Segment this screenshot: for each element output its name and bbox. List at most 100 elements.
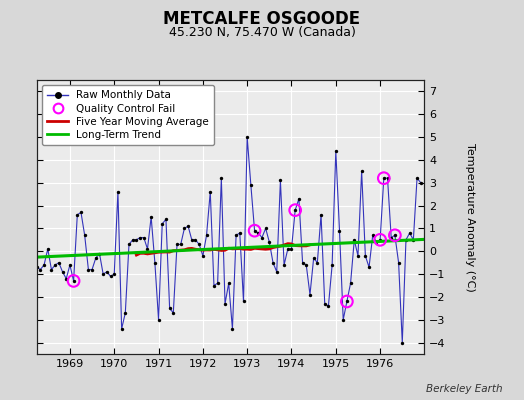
Point [169,310,178,316]
Point [221,300,229,307]
Point [177,241,185,248]
Point [376,237,384,243]
Point [62,276,70,282]
Point [391,232,399,238]
Point [376,237,384,243]
Point [110,271,118,277]
Point [199,253,207,259]
Point [155,316,163,323]
Point [195,241,203,248]
Point [283,246,292,252]
Point [147,214,155,220]
Point [43,246,52,252]
Point [402,237,410,243]
Point [247,182,255,188]
Point [51,262,59,268]
Point [29,189,37,195]
Point [354,253,362,259]
Point [328,262,336,268]
Point [395,260,403,266]
Point [81,232,89,238]
Point [361,253,369,259]
Point [302,262,310,268]
Point [66,262,74,268]
Point [280,262,288,268]
Point [136,234,144,241]
Point [173,241,181,248]
Point [384,175,392,181]
Point [339,316,347,323]
Point [379,175,388,181]
Point [343,298,351,305]
Point [379,175,388,181]
Point [40,262,48,268]
Text: 45.230 N, 75.470 W (Canada): 45.230 N, 75.470 W (Canada) [169,26,355,39]
Point [114,189,122,195]
Point [232,232,241,238]
Point [321,300,329,307]
Point [166,305,174,312]
Point [306,292,314,298]
Point [125,241,133,248]
Point [350,237,358,243]
Point [346,280,355,286]
Point [332,148,340,154]
Point [272,269,281,275]
Point [368,232,377,238]
Point [265,239,274,245]
Point [210,282,218,289]
Point [132,237,140,243]
Point [335,228,344,234]
Point [387,234,396,241]
Point [32,264,41,270]
Point [409,237,418,243]
Point [243,134,252,140]
Point [398,339,407,346]
Point [310,255,318,261]
Point [365,264,373,270]
Point [128,237,137,243]
Point [324,303,333,309]
Point [99,271,107,277]
Point [103,269,111,275]
Text: Berkeley Earth: Berkeley Earth [427,384,503,394]
Point [313,260,322,266]
Point [73,212,82,218]
Point [224,280,233,286]
Point [69,278,78,284]
Point [391,232,399,238]
Point [239,298,248,305]
Point [372,239,380,245]
Point [162,216,170,222]
Point [202,232,211,238]
Point [413,175,421,181]
Point [357,168,366,174]
Text: METCALFE OSGOODE: METCALFE OSGOODE [163,10,361,28]
Point [206,189,214,195]
Point [92,255,100,261]
Point [121,310,129,316]
Point [188,237,196,243]
Point [36,266,45,273]
Point [117,326,126,332]
Point [106,273,115,280]
Point [417,180,425,186]
Point [258,234,266,241]
Point [213,280,222,286]
Point [191,237,200,243]
Point [180,225,189,232]
Point [298,260,307,266]
Point [291,207,299,213]
Point [343,298,351,305]
Point [54,260,63,266]
Point [158,221,167,227]
Point [47,266,56,273]
Point [143,246,151,252]
Point [228,326,237,332]
Point [139,234,148,241]
Point [250,228,259,234]
Point [269,260,277,266]
Point [58,269,67,275]
Point [236,230,244,236]
Point [95,250,104,257]
